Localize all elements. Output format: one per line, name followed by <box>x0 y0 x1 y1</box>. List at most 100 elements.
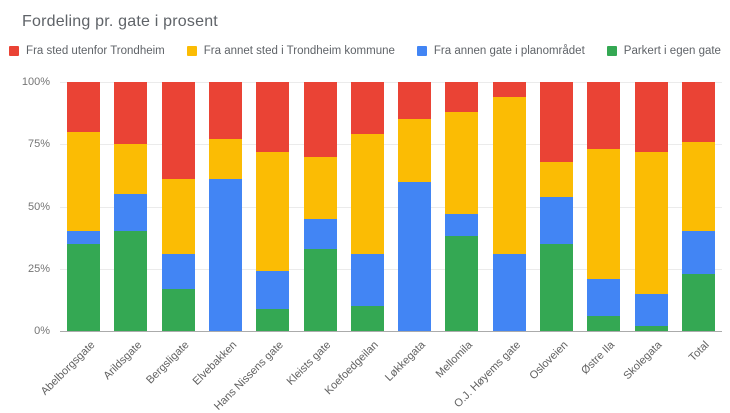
x-axis-category-label: Arildsgate <box>101 339 145 383</box>
chart-legend: Fra sted utenfor Trondheim Fra annet sted… <box>0 45 730 57</box>
bar-segment[interactable] <box>445 236 479 331</box>
bar-segment[interactable] <box>398 82 432 120</box>
bar-segment[interactable] <box>303 82 337 157</box>
bar-segment[interactable] <box>445 111 479 214</box>
bar-segment[interactable] <box>634 293 668 326</box>
bar-abelborgsgate <box>67 82 101 331</box>
bar-segment[interactable] <box>209 82 242 140</box>
y-axis-tick-label: 75% <box>27 138 50 151</box>
bar-segment[interactable] <box>492 253 526 331</box>
bar-segment[interactable] <box>350 134 384 254</box>
bar-segment[interactable] <box>540 243 573 331</box>
gridline <box>60 144 722 146</box>
bar-total <box>681 82 715 331</box>
bar-segment[interactable] <box>161 179 195 254</box>
bar-segment[interactable] <box>587 82 621 150</box>
bar-mellomila <box>445 82 479 331</box>
bar--stre-ila <box>587 82 621 331</box>
y-axis-tick-label: 100% <box>21 76 50 88</box>
legend-label: Fra annet sted i Trondheim kommune <box>203 45 395 57</box>
x-axis-category-label: Mellomila <box>434 339 476 381</box>
bar-segment[interactable] <box>350 306 384 331</box>
y-axis-tick-label: 25% <box>27 262 50 275</box>
bar-segment[interactable] <box>350 253 384 307</box>
bar-segment[interactable] <box>634 151 668 294</box>
x-axis-category-label: Elvebakken <box>190 339 239 388</box>
bar-segment[interactable] <box>67 243 101 331</box>
bar-segment[interactable] <box>398 181 432 331</box>
legend-item[interactable]: Fra sted utenfor Trondheim <box>9 45 165 57</box>
bar-segment[interactable] <box>67 231 101 244</box>
bar-segment[interactable] <box>256 271 290 309</box>
bar-segment[interactable] <box>67 131 101 232</box>
bar-segment[interactable] <box>256 308 290 331</box>
legend-label: Fra annen gate i planområdet <box>433 45 585 57</box>
bar-segment[interactable] <box>634 326 668 331</box>
bar-segment[interactable] <box>256 151 290 272</box>
bar-segment[interactable] <box>209 139 242 180</box>
bar-segment[interactable] <box>114 144 148 195</box>
bar-segment[interactable] <box>634 82 668 152</box>
bar-segment[interactable] <box>114 231 148 331</box>
bar-segment[interactable] <box>303 218 337 249</box>
bar-segment[interactable] <box>492 96 526 254</box>
bar-segment[interactable] <box>398 119 432 182</box>
chart-title: Fordeling pr. gate i prosent <box>22 13 218 30</box>
y-axis-tick-label: 0% <box>34 325 50 337</box>
bar-segment[interactable] <box>587 316 621 331</box>
bar-segment[interactable] <box>681 82 715 142</box>
bar-segment[interactable] <box>587 149 621 279</box>
gridline <box>60 268 722 270</box>
bar-elvebakken <box>209 82 242 331</box>
x-axis-category-label: Kleists gate <box>284 339 334 388</box>
bar-segment[interactable] <box>67 82 101 132</box>
bar-skolegata <box>634 82 668 331</box>
legend-swatch-icon <box>606 46 617 56</box>
legend-item[interactable]: Parkert i egen gate <box>606 45 721 57</box>
gridline <box>60 206 722 208</box>
legend-item[interactable]: Fra annen gate i planområdet <box>416 45 585 57</box>
bar-l-kkegata <box>398 82 432 331</box>
bar-segment[interactable] <box>114 194 148 232</box>
x-axis-category-label: Østre Ila <box>579 339 618 377</box>
legend-swatch-icon <box>186 46 197 56</box>
bar-koefoedgeilan <box>350 82 384 331</box>
bar-segment[interactable] <box>681 231 715 274</box>
x-axis-category-label: Total <box>686 339 712 364</box>
bar-segment[interactable] <box>540 161 573 197</box>
bar-segment[interactable] <box>303 156 337 219</box>
bar-segment[interactable] <box>256 82 290 152</box>
legend-swatch-icon <box>416 46 427 56</box>
legend-label: Fra sted utenfor Trondheim <box>26 45 165 57</box>
bar-segment[interactable] <box>209 179 242 331</box>
bar-hans-nissens-gate <box>256 82 290 331</box>
gridline <box>60 82 722 83</box>
bar-segment[interactable] <box>587 278 621 317</box>
bar-segment[interactable] <box>350 82 384 135</box>
bar-arildsgate <box>114 82 148 331</box>
bar-segment[interactable] <box>161 288 195 331</box>
bar-segment[interactable] <box>681 141 715 232</box>
bar-segment[interactable] <box>492 82 526 97</box>
bar-segment[interactable] <box>540 196 573 244</box>
bar-segment[interactable] <box>303 248 337 331</box>
x-axis-category-label: Abelborgsgate <box>38 339 98 398</box>
bar-segment[interactable] <box>114 82 148 145</box>
bar-bergsligate <box>161 82 195 331</box>
y-axis-tick-label: 50% <box>27 200 50 213</box>
bar-segment[interactable] <box>445 82 479 112</box>
bar-segment[interactable] <box>161 82 195 180</box>
bar-kleists-gate <box>303 82 337 331</box>
bar-segment[interactable] <box>445 213 479 237</box>
bar-o-j-h-yems-gate <box>492 82 526 331</box>
legend-item[interactable]: Fra annet sted i Trondheim kommune <box>186 45 395 57</box>
bar-segment[interactable] <box>540 82 573 162</box>
bar-segment[interactable] <box>681 273 715 331</box>
bar-osloveien <box>540 82 573 331</box>
legend-swatch-icon <box>9 46 20 56</box>
legend-label: Parkert i egen gate <box>623 45 721 57</box>
x-axis-category-label: Osloveien <box>526 339 570 383</box>
x-axis-category-label: Skolegata <box>621 339 665 383</box>
bar-segment[interactable] <box>161 253 195 289</box>
